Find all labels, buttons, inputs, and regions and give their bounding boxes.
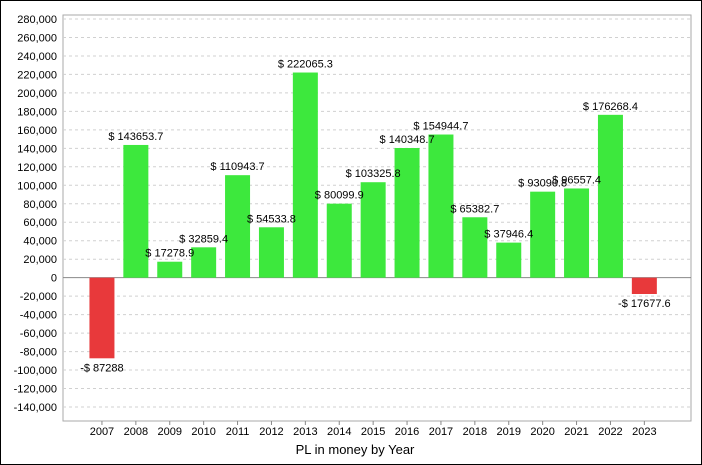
y-tick-label: -100,000 bbox=[14, 365, 57, 377]
data-label: $ 32859.4 bbox=[179, 233, 228, 245]
bar-2019 bbox=[496, 242, 522, 278]
y-tick-label: -60,000 bbox=[20, 328, 57, 340]
data-label: -$ 17677.6 bbox=[618, 298, 671, 310]
data-label: $ 140348.7 bbox=[380, 134, 435, 146]
data-label: $ 93090.8 bbox=[518, 178, 567, 190]
y-tick-label: 80,000 bbox=[23, 199, 57, 211]
x-tick-label: 2014 bbox=[327, 426, 351, 438]
bar-2010 bbox=[191, 247, 217, 278]
data-label: -$ 87288 bbox=[80, 362, 123, 374]
y-tick-label: 180,000 bbox=[17, 106, 57, 118]
bar-2013 bbox=[292, 72, 318, 278]
data-label: $ 103325.8 bbox=[346, 168, 401, 180]
data-label: $ 65382.7 bbox=[450, 203, 499, 215]
x-tick-label: 2011 bbox=[226, 426, 250, 438]
bar-2011 bbox=[225, 175, 251, 278]
data-label: $ 176268.4 bbox=[583, 101, 638, 113]
data-label: $ 154944.7 bbox=[413, 121, 468, 133]
x-tick-label: 2023 bbox=[632, 426, 656, 438]
bar-2014 bbox=[326, 203, 352, 278]
x-tick-label: 2008 bbox=[124, 426, 148, 438]
y-tick-label: 140,000 bbox=[17, 143, 57, 155]
x-axis-tick-labels: 2007 2008 2009 2010 2011 2012 2013 2014 2015 2016… bbox=[90, 421, 657, 438]
bar-2022 bbox=[597, 114, 623, 278]
y-tick-label: 60,000 bbox=[23, 217, 57, 229]
x-tick-label: 2022 bbox=[598, 426, 622, 438]
y-tick-label: -140,000 bbox=[14, 402, 57, 414]
y-axis-tick-labels: 280,000 260,000 240,000 220,000 200,000 180,0… bbox=[14, 14, 57, 414]
x-tick-label: 2020 bbox=[530, 426, 554, 438]
x-tick-label: 2007 bbox=[90, 426, 114, 438]
data-label: $ 17278.9 bbox=[145, 248, 194, 260]
x-tick-label: 2018 bbox=[463, 426, 487, 438]
data-label: $ 54533.8 bbox=[247, 213, 296, 225]
y-tick-label: 40,000 bbox=[23, 236, 57, 248]
x-tick-label: 2015 bbox=[361, 426, 385, 438]
y-tick-label: -20,000 bbox=[20, 291, 57, 303]
bar-2009 bbox=[157, 261, 183, 278]
y-tick-label: 20,000 bbox=[23, 254, 57, 266]
data-label: $ 37946.4 bbox=[484, 229, 533, 241]
bar-2007 bbox=[89, 277, 115, 359]
bar-2008 bbox=[123, 144, 149, 278]
y-tick-label: 100,000 bbox=[17, 180, 57, 192]
y-tick-label: -120,000 bbox=[14, 384, 57, 396]
bar-2023 bbox=[631, 277, 657, 294]
y-tick-label: 0 bbox=[51, 273, 57, 285]
bars bbox=[89, 72, 657, 359]
bar-2017 bbox=[428, 134, 454, 278]
bar-2020 bbox=[530, 191, 556, 278]
y-tick-label: 240,000 bbox=[17, 51, 57, 63]
y-tick-label: 260,000 bbox=[17, 32, 57, 44]
x-tick-label: 2009 bbox=[158, 426, 182, 438]
bar-2018 bbox=[462, 217, 488, 278]
y-tick-label: 120,000 bbox=[17, 162, 57, 174]
x-tick-label: 2010 bbox=[191, 426, 215, 438]
bar-2021 bbox=[564, 188, 590, 278]
x-tick-label: 2012 bbox=[259, 426, 283, 438]
bar-2012 bbox=[258, 227, 284, 278]
y-tick-label: 280,000 bbox=[17, 14, 57, 26]
x-tick-label: 2017 bbox=[429, 426, 453, 438]
y-tick-label: 220,000 bbox=[17, 69, 57, 81]
y-tick-label: -40,000 bbox=[20, 310, 57, 322]
y-tick-label: -80,000 bbox=[20, 347, 57, 359]
data-label: $ 80099.9 bbox=[315, 190, 364, 202]
y-tick-label: 160,000 bbox=[17, 125, 57, 137]
bar-2016 bbox=[394, 148, 420, 278]
data-label: $ 110943.7 bbox=[210, 161, 264, 173]
data-label: $ 222065.3 bbox=[278, 59, 333, 71]
x-axis-title: PL in money by Year bbox=[296, 442, 415, 457]
x-tick-label: 2021 bbox=[564, 426, 588, 438]
data-labels: -$ 87288 $ 143653.7 $ 17278.9 $ 32859.4 $ 11… bbox=[80, 59, 670, 375]
x-tick-label: 2013 bbox=[293, 426, 317, 438]
bar-2015 bbox=[360, 182, 386, 278]
x-tick-label: 2016 bbox=[395, 426, 419, 438]
x-tick-label: 2019 bbox=[497, 426, 521, 438]
data-label: $ 96557.4 bbox=[552, 174, 601, 186]
data-label: $ 143653.7 bbox=[108, 131, 163, 143]
y-tick-label: 200,000 bbox=[17, 88, 57, 100]
